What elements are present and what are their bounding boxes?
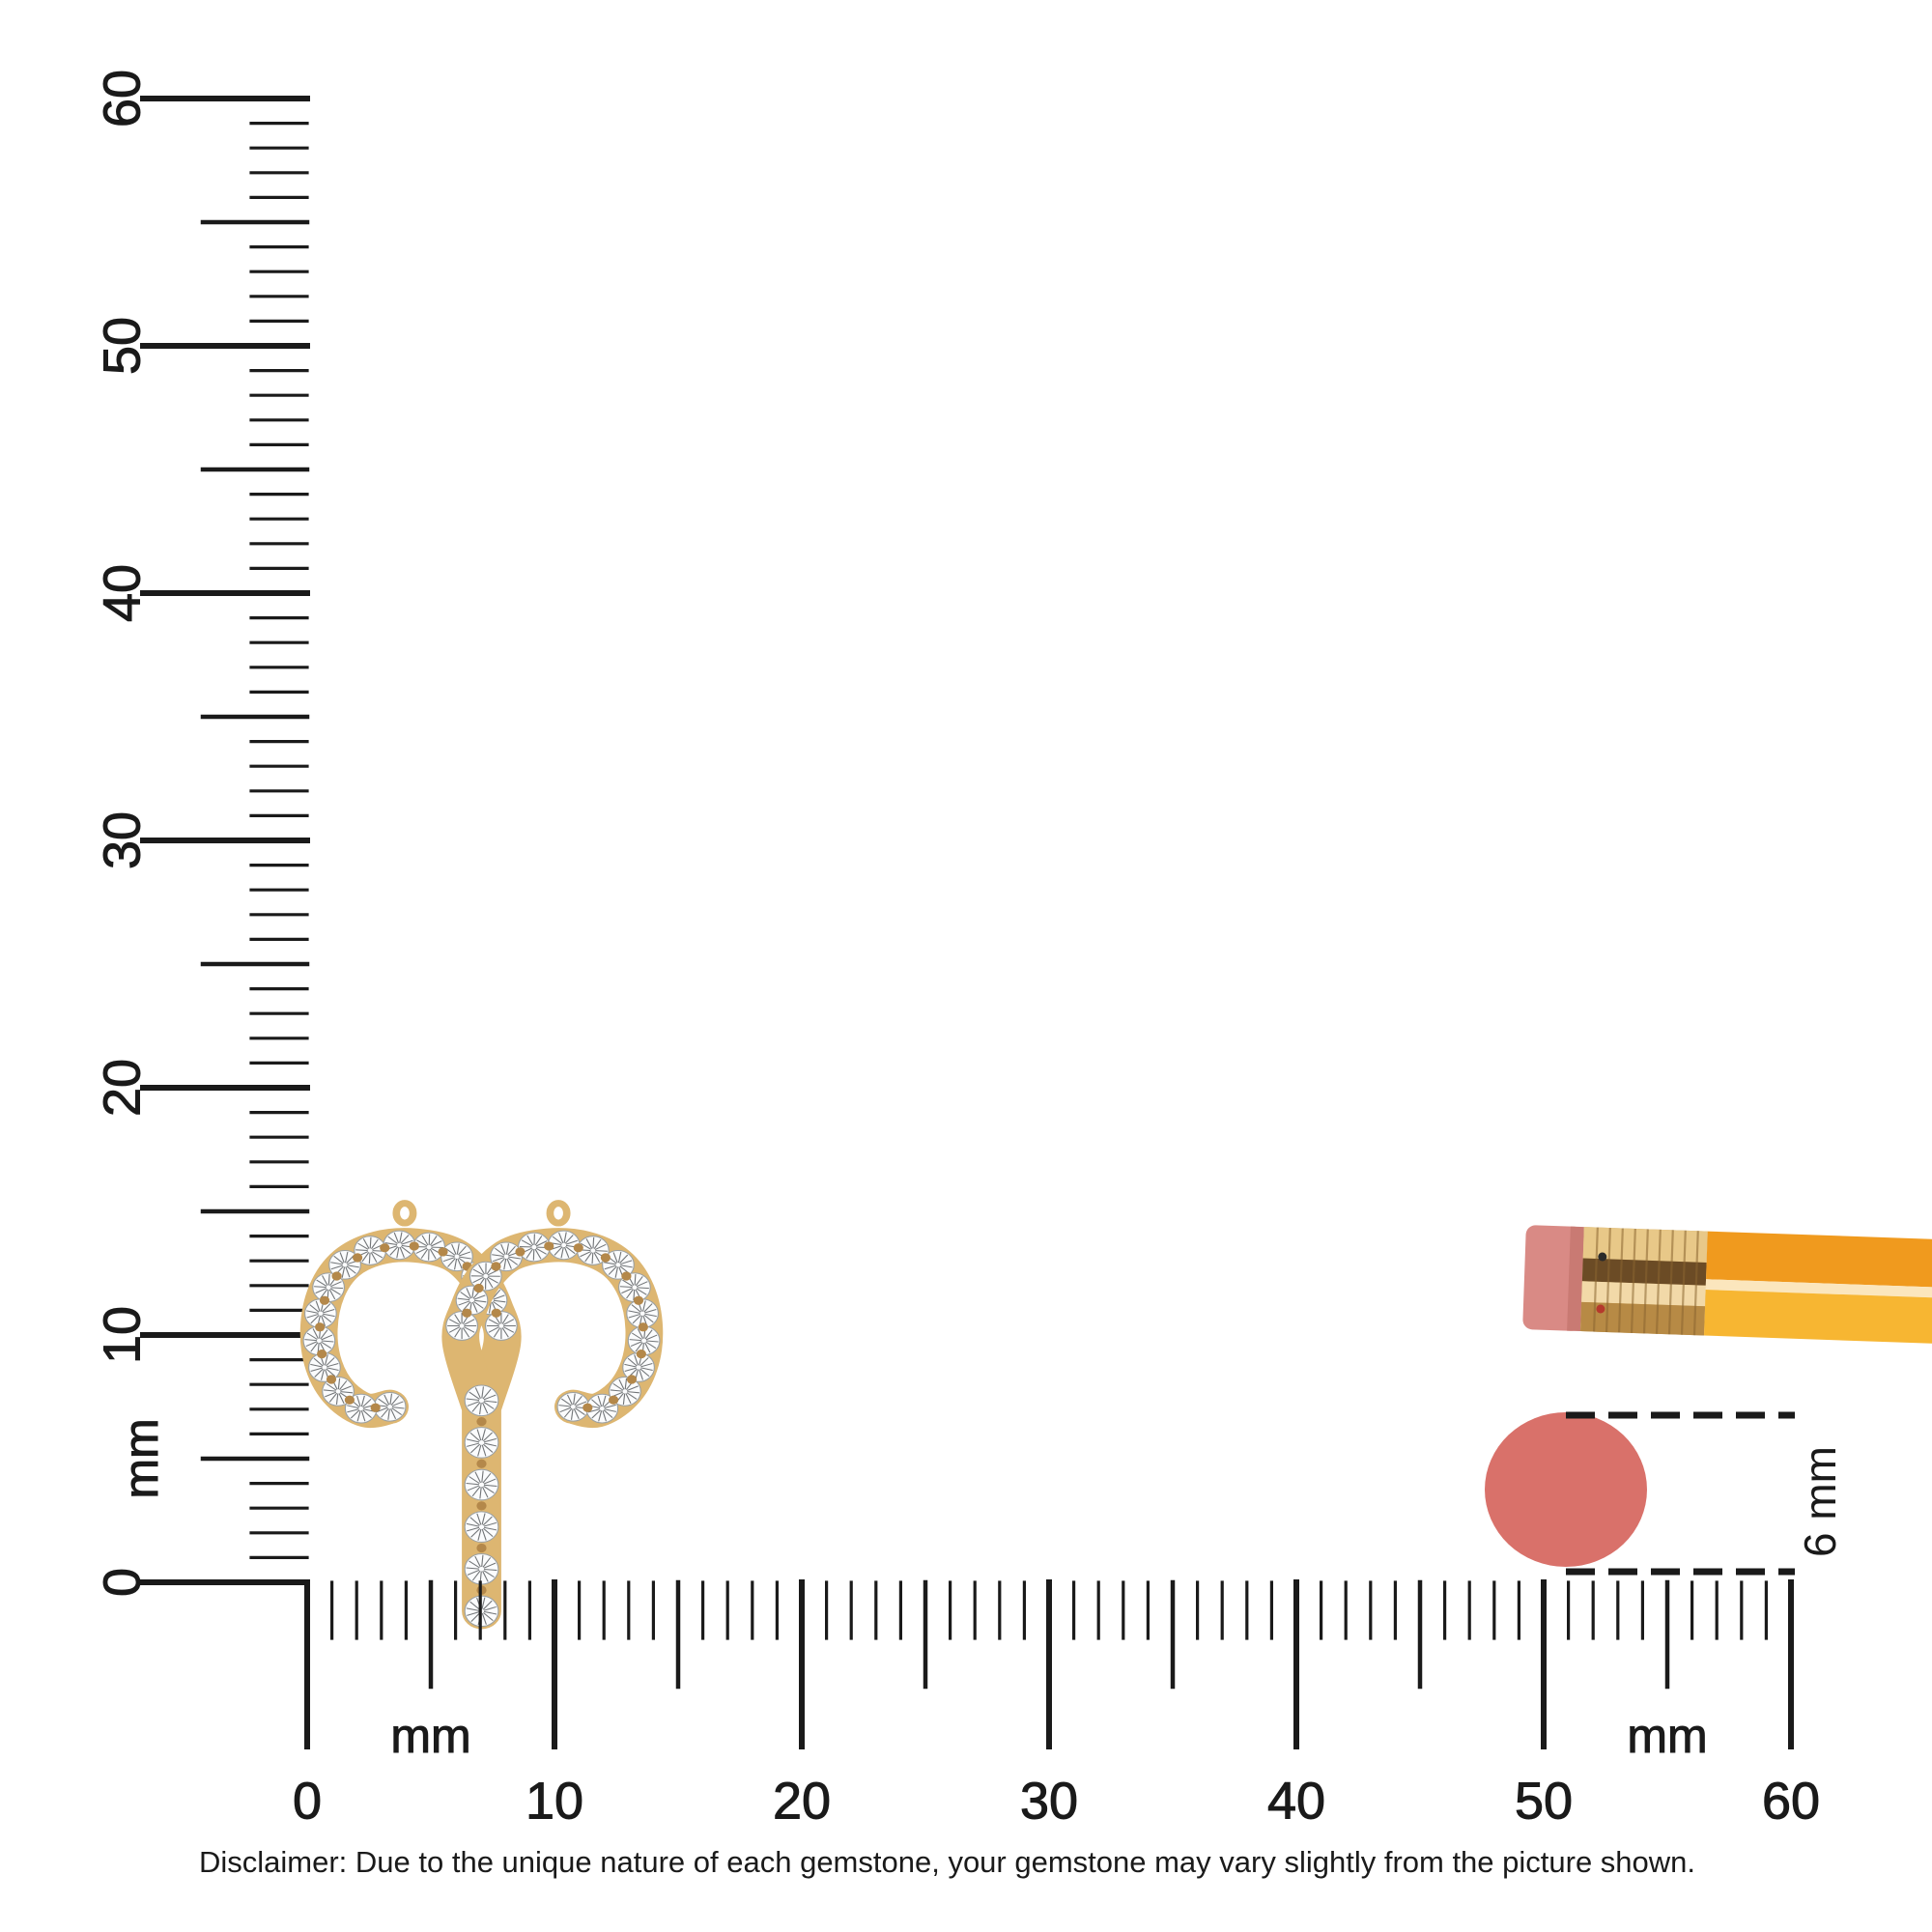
svg-text:40: 40 [1267, 1772, 1325, 1830]
svg-text:10: 10 [93, 1306, 151, 1364]
svg-text:Disclaimer: Due to the unique: Disclaimer: Due to the unique nature of … [199, 1845, 1695, 1879]
svg-text:50: 50 [93, 317, 151, 375]
svg-text:60: 60 [1762, 1772, 1820, 1830]
svg-text:50: 50 [1515, 1772, 1573, 1830]
svg-text:40: 40 [93, 564, 151, 622]
svg-text:30: 30 [1020, 1772, 1078, 1830]
svg-text:0: 0 [93, 1568, 151, 1597]
svg-text:mm: mm [390, 1709, 470, 1763]
svg-text:20: 20 [773, 1772, 831, 1830]
svg-text:10: 10 [526, 1772, 583, 1830]
svg-text:mm: mm [114, 1418, 168, 1498]
svg-text:6 mm: 6 mm [1795, 1446, 1845, 1557]
svg-text:30: 30 [93, 811, 151, 869]
svg-text:mm: mm [1627, 1709, 1707, 1763]
svg-text:60: 60 [93, 70, 151, 128]
svg-text:0: 0 [293, 1772, 322, 1830]
svg-text:20: 20 [93, 1059, 151, 1117]
